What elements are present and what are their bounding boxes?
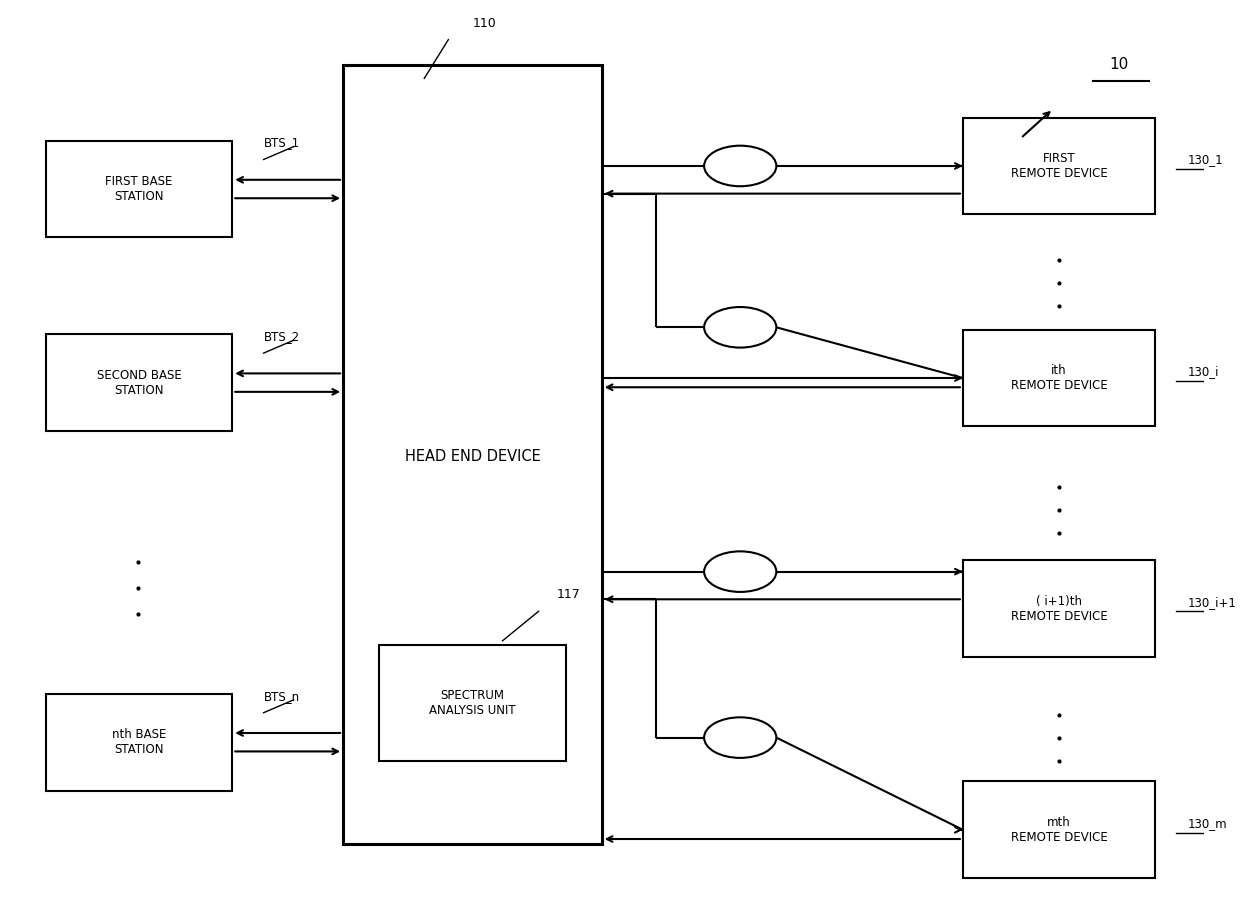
FancyBboxPatch shape bbox=[46, 141, 232, 237]
FancyBboxPatch shape bbox=[963, 782, 1156, 878]
Text: 10: 10 bbox=[1110, 57, 1128, 72]
Text: BTS_n: BTS_n bbox=[264, 690, 300, 703]
Text: 110: 110 bbox=[472, 17, 496, 30]
Ellipse shape bbox=[704, 307, 776, 348]
Text: 130_1: 130_1 bbox=[1188, 153, 1224, 166]
FancyBboxPatch shape bbox=[379, 645, 565, 761]
Ellipse shape bbox=[704, 551, 776, 592]
Text: SECOND BASE
STATION: SECOND BASE STATION bbox=[97, 369, 181, 396]
FancyBboxPatch shape bbox=[963, 561, 1156, 656]
Text: ( i+1)th
REMOTE DEVICE: ( i+1)th REMOTE DEVICE bbox=[1011, 595, 1107, 622]
Ellipse shape bbox=[704, 717, 776, 758]
Text: 130_m: 130_m bbox=[1188, 817, 1228, 830]
FancyBboxPatch shape bbox=[46, 694, 232, 791]
Text: nth BASE
STATION: nth BASE STATION bbox=[112, 728, 166, 756]
Ellipse shape bbox=[704, 146, 776, 186]
FancyBboxPatch shape bbox=[963, 118, 1156, 215]
FancyBboxPatch shape bbox=[343, 65, 601, 844]
Text: ith
REMOTE DEVICE: ith REMOTE DEVICE bbox=[1011, 364, 1107, 392]
Text: FIRST BASE
STATION: FIRST BASE STATION bbox=[105, 175, 172, 203]
Text: BTS_2: BTS_2 bbox=[264, 330, 300, 343]
FancyBboxPatch shape bbox=[46, 335, 232, 431]
Text: 130_i+1: 130_i+1 bbox=[1188, 596, 1236, 609]
Text: SPECTRUM
ANALYSIS UNIT: SPECTRUM ANALYSIS UNIT bbox=[429, 689, 516, 717]
Text: 117: 117 bbox=[557, 588, 580, 601]
Text: mth
REMOTE DEVICE: mth REMOTE DEVICE bbox=[1011, 816, 1107, 844]
Text: FIRST
REMOTE DEVICE: FIRST REMOTE DEVICE bbox=[1011, 152, 1107, 180]
Text: HEAD END DEVICE: HEAD END DEVICE bbox=[404, 449, 541, 464]
FancyBboxPatch shape bbox=[963, 330, 1156, 426]
Text: 130_i: 130_i bbox=[1188, 365, 1219, 378]
Text: BTS_1: BTS_1 bbox=[264, 136, 300, 149]
